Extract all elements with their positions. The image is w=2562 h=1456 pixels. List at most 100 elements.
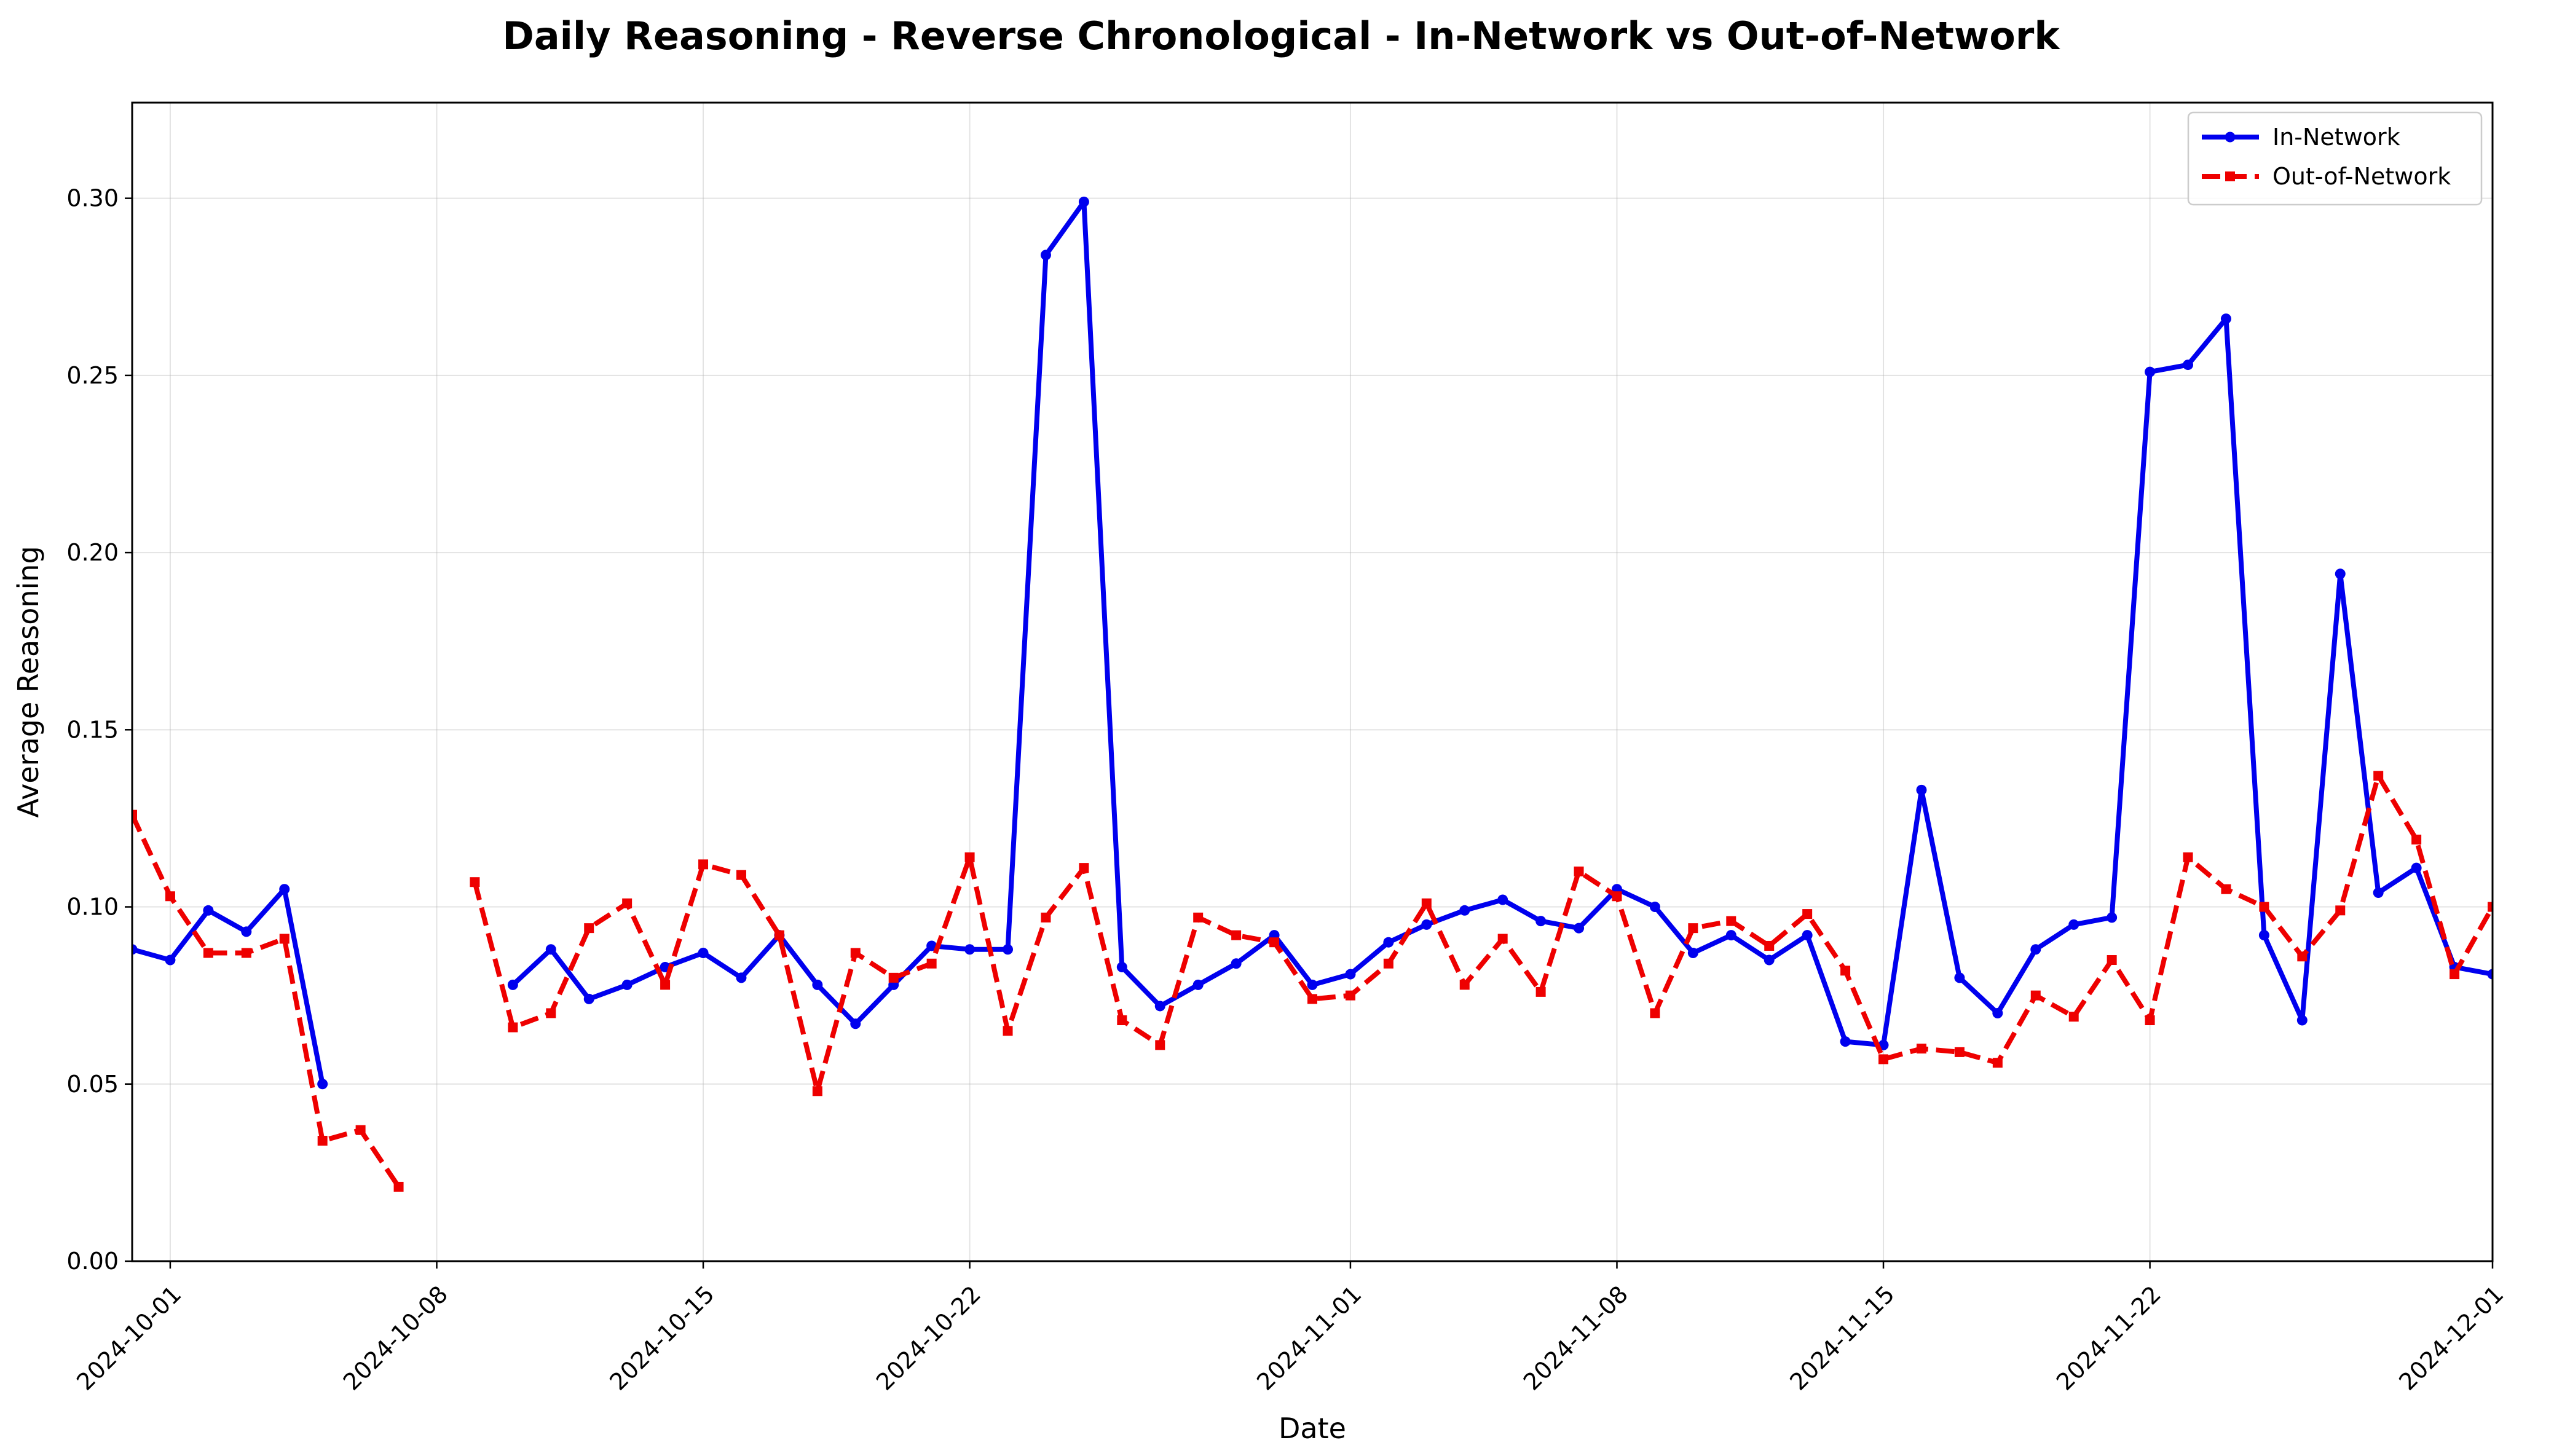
series-layer	[132, 196, 2493, 1192]
legend-swatch-marker	[2225, 132, 2236, 143]
data-point	[1840, 966, 1851, 976]
data-point	[165, 891, 175, 902]
data-point	[545, 944, 556, 955]
y-axis: 0.00 0.05 0.10 0.15 0.20 0.25 0.30	[66, 185, 132, 1275]
x-axis-label: Date	[1279, 1412, 1346, 1445]
data-point	[2030, 944, 2041, 955]
data-point	[2068, 1012, 2079, 1022]
legend-swatch-marker	[2225, 171, 2235, 181]
data-point	[1725, 930, 1736, 941]
data-point	[1421, 898, 1432, 908]
data-point	[1421, 919, 1432, 930]
data-point	[1574, 866, 1584, 876]
y-tick-label: 0.20	[66, 539, 119, 566]
data-point	[2145, 1015, 2155, 1026]
x-tick-label: 2024-10-08	[338, 1280, 453, 1395]
y-tick-label: 0.25	[66, 362, 119, 389]
data-point	[1192, 979, 1204, 990]
data-point	[1612, 891, 1622, 902]
series-line	[132, 814, 401, 1189]
data-point	[2488, 902, 2493, 912]
x-tick-label: 2024-12-01	[2394, 1280, 2509, 1395]
data-point	[546, 1008, 556, 1018]
data-point	[2221, 884, 2231, 894]
data-point	[888, 972, 899, 983]
data-point	[2258, 930, 2269, 941]
data-point	[355, 1125, 366, 1135]
data-point	[1116, 962, 1127, 973]
data-point	[132, 809, 137, 820]
legend-box	[2187, 111, 2483, 206]
y-tick-label: 0.10	[66, 894, 119, 921]
data-point	[736, 870, 746, 880]
data-point	[964, 852, 975, 862]
chart-title: Daily Reasoning - Reverse Chronological …	[502, 14, 2060, 58]
series-line	[472, 773, 2493, 1094]
data-point	[1878, 1054, 1889, 1064]
data-point	[317, 1079, 328, 1090]
data-point	[1916, 1044, 1926, 1054]
data-point	[1802, 909, 1813, 919]
data-point	[241, 926, 252, 937]
data-point	[1003, 1026, 1013, 1036]
legend-label: In-Network	[2272, 124, 2400, 151]
series-out-of-network	[132, 771, 2493, 1192]
data-point	[1764, 940, 1775, 951]
x-tick-label: 2024-10-22	[871, 1280, 986, 1395]
data-point	[2411, 862, 2422, 873]
y-tick-label: 0.00	[66, 1248, 119, 1275]
data-point	[1383, 958, 1393, 969]
legend-label: Out-of-Network	[2272, 163, 2451, 190]
data-point	[2335, 569, 2346, 580]
data-point	[1040, 250, 1051, 261]
data-point	[2373, 771, 2384, 781]
data-point	[1574, 923, 1585, 934]
data-point	[1078, 196, 1089, 207]
data-point	[2107, 912, 2118, 923]
series-line	[510, 199, 2493, 1048]
y-tick-label: 0.05	[66, 1071, 119, 1098]
data-point	[508, 1022, 518, 1033]
data-point	[774, 930, 784, 940]
data-point	[1383, 937, 1394, 948]
data-point	[1193, 912, 1204, 923]
data-point	[1269, 937, 1280, 948]
data-point	[812, 1086, 822, 1096]
x-axis: 2024-10-01 2024-10-08 2024-10-15 2024-10-22…	[71, 1261, 2509, 1396]
x-tick-label: 2024-10-15	[604, 1280, 719, 1395]
data-point	[1117, 1015, 1127, 1026]
data-point	[1954, 972, 1965, 983]
data-point	[1497, 894, 1508, 905]
data-point	[1916, 784, 1927, 795]
x-tick-label: 2024-11-08	[1518, 1280, 1633, 1395]
data-point	[241, 948, 251, 958]
data-point	[1687, 947, 1698, 958]
y-tick-label: 0.30	[66, 185, 119, 212]
data-point	[165, 954, 176, 966]
data-point	[812, 979, 823, 990]
data-point	[850, 948, 861, 958]
data-point	[132, 944, 138, 955]
data-point	[1459, 905, 1470, 916]
data-point	[584, 923, 594, 934]
data-point	[1535, 916, 1547, 927]
data-point	[2450, 969, 2460, 980]
data-point	[1992, 1007, 2003, 1018]
data-point	[507, 979, 518, 990]
grid	[132, 103, 2493, 1262]
legend-item-in-network: In-Network	[2202, 124, 2400, 151]
data-point	[926, 940, 937, 951]
data-point	[2183, 360, 2194, 371]
data-point	[2183, 852, 2193, 862]
data-point	[1954, 1047, 1965, 1057]
data-point	[698, 947, 709, 958]
x-tick-label: 2024-11-15	[1784, 1280, 1899, 1395]
x-tick-label: 2024-11-01	[1251, 1280, 1366, 1395]
data-point	[1688, 923, 1698, 934]
data-point	[1802, 930, 1813, 941]
data-point	[2373, 887, 2384, 898]
data-point	[1535, 986, 1546, 997]
data-point	[203, 905, 214, 916]
data-point	[2220, 313, 2231, 325]
